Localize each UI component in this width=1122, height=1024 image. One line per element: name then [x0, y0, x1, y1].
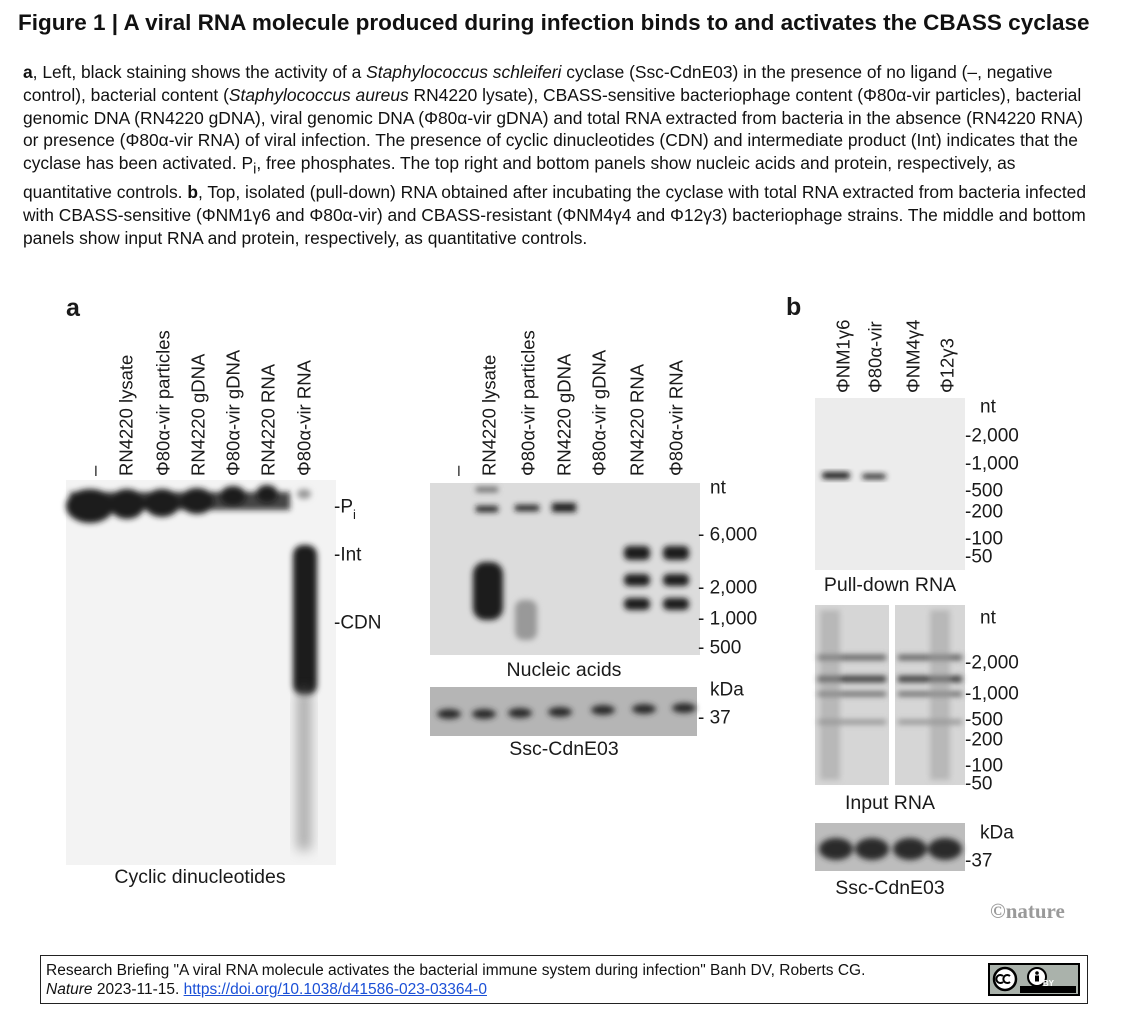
marker-label: -500 [965, 481, 1003, 502]
marker-label: -500 [965, 710, 1003, 731]
marker-label: -2,000 [965, 426, 1019, 447]
figure-caption: a, Left, black staining shows the activi… [23, 61, 1093, 250]
marker-label: -Pi [334, 497, 356, 522]
panel-label: b [786, 293, 801, 321]
marker-label: -1,000 [965, 454, 1019, 475]
caption-part: b [187, 182, 198, 203]
marker-label: - 2,000 [698, 578, 757, 599]
caption-part: , Top, isolated (pull-down) RNA obtained… [23, 182, 1087, 249]
unit-label: nt [980, 397, 997, 418]
marker-label: -Int [334, 545, 362, 566]
caption-part: a [23, 62, 33, 82]
lane-label: RN4220 gDNA [188, 353, 209, 476]
protein-gel-b [815, 823, 965, 871]
marker-label: -2,000 [965, 653, 1019, 674]
unit-label: kDa [710, 680, 744, 701]
lane-label: Φ80α-vir gDNA [589, 349, 610, 476]
panel-label: a [66, 294, 81, 322]
figure-title: Figure 1 | A viral RNA molecule produced… [18, 10, 1090, 35]
marker-label: -CDN [334, 613, 382, 634]
unit-label: nt [980, 608, 997, 629]
pulldown-gel [815, 398, 965, 570]
marker-subscript: i [353, 507, 356, 522]
gel-caption: Ssc-CdnE03 [835, 877, 944, 899]
lane-label: Φ80α-vir RNA [294, 359, 315, 476]
caption-part: RN4220 lysate), CBASS-sensitive bacterio… [23, 84, 1084, 174]
marker-label: -37 [965, 851, 992, 872]
marker-label: -1,000 [965, 684, 1019, 705]
lane-label: RN4220 gDNA [554, 353, 575, 476]
marker-label: - 6,000 [698, 525, 757, 546]
marker-label: - 37 [698, 708, 731, 729]
lane-label: RN4220 RNA [627, 363, 648, 476]
caption-part: Staphylococcus schleiferi [366, 62, 562, 82]
footer: Research Briefing "A viral RNA molecule … [40, 955, 1088, 1004]
caption-part: Staphylococcus aureus [228, 84, 409, 105]
caption-part: cyclase (Ssc-CdnE03) in the presence of … [23, 62, 1053, 105]
license-icons [992, 966, 1076, 993]
marker-label: - 500 [698, 638, 741, 659]
unit-label: kDa [980, 823, 1014, 844]
citation: Research Briefing "A viral RNA molecule … [46, 962, 866, 979]
gel-caption: Nucleic acids [507, 659, 622, 681]
protein-gel-a [430, 687, 697, 736]
lane-label: Φ80α-vir [865, 321, 886, 393]
marker-label: -200 [965, 730, 1003, 751]
marker-label: -50 [965, 774, 992, 795]
marker-label: -100 [965, 756, 1003, 777]
license-badge: BY [988, 963, 1080, 996]
doi-link[interactable]: https://doi.org/10.1038/d41586-023-03364… [183, 981, 487, 998]
citation-line: Nature 2023-11-15. https://doi.org/10.10… [46, 980, 1087, 999]
lane-label: ΦNM4γ4 [903, 320, 924, 393]
marker-label: -200 [965, 502, 1003, 523]
marker-label: -100 [965, 529, 1003, 550]
gel-caption: Pull-down RNA [824, 574, 956, 596]
lane-label: Φ80α-vir particles [153, 330, 174, 476]
lane-label: RN4220 lysate [479, 355, 500, 476]
license-text: BY [1042, 979, 1054, 988]
nucleic-acid-gel [430, 483, 700, 655]
gel-caption: Input RNA [845, 792, 935, 814]
lane-label: ΦNM1γ6 [833, 320, 854, 393]
marker-label: -50 [965, 547, 992, 568]
marker-label: - 1,000 [698, 609, 757, 630]
date: 2023-11-15. [92, 981, 184, 998]
input-gel [815, 605, 965, 785]
credit: ©nature [990, 899, 1065, 923]
lane-label: – [84, 465, 105, 476]
lane-label: Φ80α-vir gDNA [223, 349, 244, 476]
caption-part: i [253, 161, 257, 178]
lane-label: Φ80α-vir particles [518, 330, 539, 476]
lane-label: Φ12γ3 [937, 338, 958, 393]
activity-gel [66, 480, 336, 865]
caption-part: , Left, black staining shows the activit… [32, 62, 367, 82]
gel-caption: Cyclic dinucleotides [114, 866, 285, 888]
unit-label: nt [710, 478, 727, 499]
lane-label: – [447, 465, 468, 476]
lane-label: Φ80α-vir RNA [666, 359, 687, 476]
journal: Nature [46, 981, 93, 998]
gel-caption: Ssc-CdnE03 [509, 738, 618, 760]
caption-part: , free phosphates. The top right and bot… [23, 153, 1016, 203]
lane-label: RN4220 RNA [258, 363, 279, 476]
lane-label: RN4220 lysate [116, 355, 137, 476]
